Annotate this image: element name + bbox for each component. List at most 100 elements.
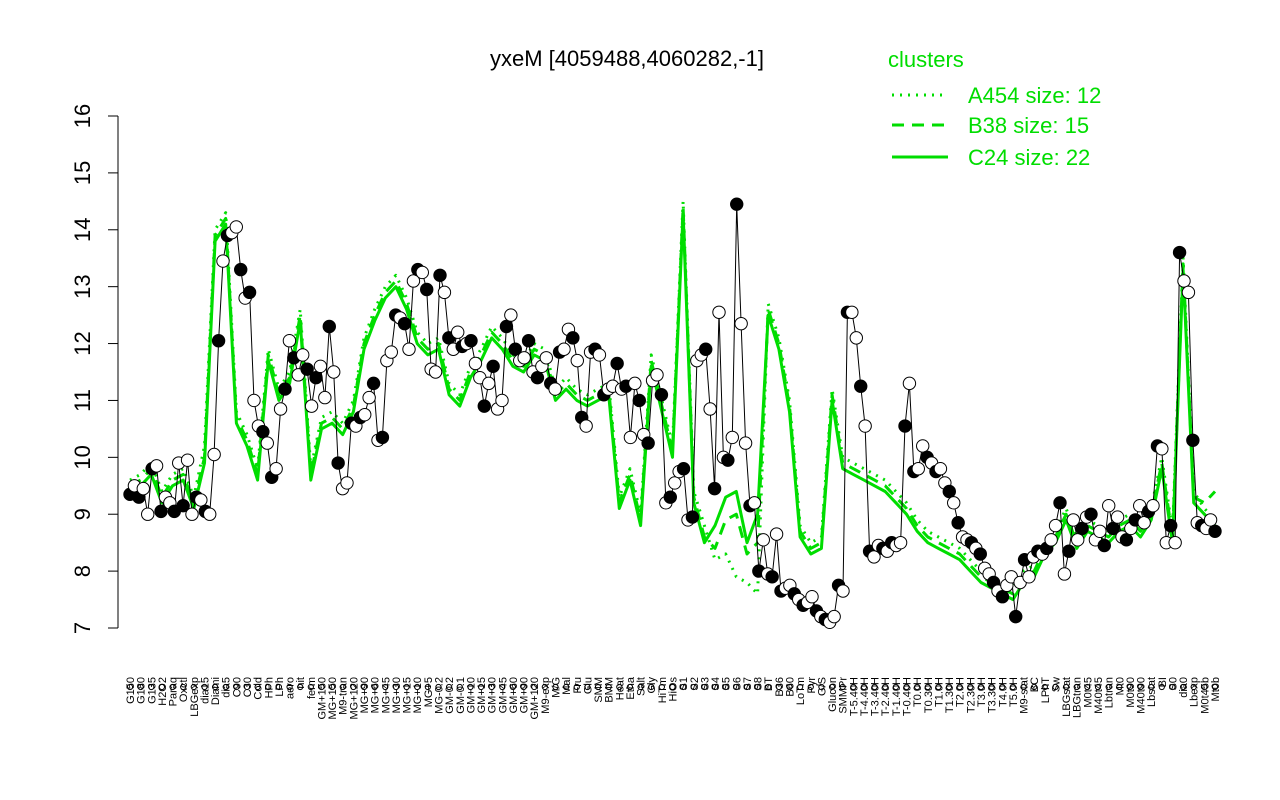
- x-tick-marker: [1062, 683, 1070, 691]
- data-point: [176, 498, 190, 513]
- data-point: [362, 390, 376, 405]
- x-tick-marker: [1201, 683, 1208, 691]
- x-tick-label: S6: [731, 677, 743, 690]
- data-point: [468, 356, 483, 371]
- x-tick-marker: [531, 683, 538, 691]
- x-tick-label: HPh: [263, 677, 275, 698]
- x-tick-label: M9-exp: [540, 677, 552, 714]
- data-point: [1164, 518, 1178, 533]
- x-tick-marker: [552, 683, 559, 691]
- y-tick-label: 14: [70, 218, 95, 242]
- x-tick-label: GM-0.1: [455, 677, 467, 714]
- x-tick-marker: [307, 683, 314, 691]
- x-tick-label: Lbexp: [1189, 677, 1201, 707]
- legend-label-3: C24 size: 22: [968, 145, 1090, 170]
- x-tick-marker: [1169, 683, 1176, 691]
- x-tick-marker: [743, 683, 751, 691]
- x-tick-label: Pyr: [806, 677, 818, 694]
- x-tick-label: MG+150: [327, 677, 339, 720]
- x-tick-marker: [509, 683, 517, 691]
- x-tick-label: Oxctl: [178, 677, 190, 702]
- data-point: [1071, 533, 1085, 547]
- x-tick-marker: [977, 683, 985, 691]
- data-point: [725, 430, 739, 445]
- x-tick-marker: [211, 683, 219, 691]
- data-point: [194, 493, 208, 507]
- legend-label-2: B38 size: 15: [968, 113, 1089, 138]
- data-point: [610, 356, 624, 371]
- x-tick-label: Mal: [561, 677, 573, 695]
- x-tick-marker: [1094, 683, 1102, 691]
- x-tick-marker: [584, 683, 591, 691]
- x-tick-label: MG+120: [348, 677, 360, 720]
- data-point: [318, 390, 332, 405]
- data-point: [451, 325, 465, 339]
- x-tick-marker: [297, 683, 304, 691]
- data-point: [539, 351, 553, 365]
- data-point: [216, 254, 230, 268]
- data-point: [415, 265, 429, 280]
- x-tick-label: T1.30H: [944, 677, 956, 713]
- data-point: [1102, 498, 1116, 513]
- x-tick-label: H2O2: [157, 677, 169, 706]
- data-point: [375, 430, 390, 445]
- data-point: [234, 262, 248, 277]
- x-tick-marker: [180, 683, 187, 691]
- x-tick-label: T0.0H: [912, 677, 924, 707]
- x-tick-label: BT: [763, 677, 775, 691]
- x-tick-marker: [222, 683, 229, 691]
- x-tick-marker: [839, 683, 846, 691]
- data-point: [300, 362, 314, 376]
- data-point: [136, 481, 150, 496]
- x-tick-marker: [126, 683, 134, 691]
- x-tick-marker: [680, 683, 687, 691]
- x-tick-marker: [786, 683, 793, 691]
- x-tick-label: M0t45: [1082, 677, 1094, 708]
- x-tick-marker: [1190, 683, 1197, 691]
- data-point: [769, 527, 784, 541]
- data-point: [1084, 507, 1098, 521]
- x-tick-label: MG+60: [370, 677, 382, 713]
- x-tick-marker: [360, 683, 368, 691]
- x-tick-label: nit: [295, 677, 307, 689]
- data-point: [397, 316, 412, 331]
- x-tick-marker: [658, 683, 665, 691]
- x-tick-label: MG+45: [380, 677, 392, 713]
- x-tick-marker: [1073, 683, 1080, 691]
- data-points: [123, 197, 1222, 630]
- x-tick-label: T-3.40H: [870, 677, 882, 716]
- data-point: [273, 402, 288, 416]
- data-point: [570, 353, 584, 368]
- x-tick-label: LPh: [274, 677, 286, 697]
- data-point: [973, 547, 987, 561]
- x-tick-marker: [158, 683, 166, 691]
- x-tick-label: SMM: [593, 677, 605, 703]
- data-point: [327, 365, 341, 379]
- data-point: [340, 476, 354, 490]
- data-point: [1208, 524, 1222, 538]
- data-point: [566, 331, 580, 345]
- data-point: [641, 436, 655, 450]
- legend-label-1: A454 size: 12: [968, 83, 1101, 108]
- x-tick-marker: [350, 683, 357, 691]
- x-tick-marker: [520, 683, 527, 691]
- x-tick-marker: [860, 683, 868, 691]
- x-tick-label: S1: [678, 677, 690, 690]
- data-point: [282, 334, 297, 348]
- data-point: [1097, 538, 1111, 553]
- data-point: [309, 370, 323, 385]
- x-tick-label: S5: [721, 677, 733, 690]
- chart-title: yxeM [4059488,4060282,-1]: [490, 46, 764, 71]
- x-tick-marker: [499, 683, 506, 691]
- data-point: [482, 376, 496, 391]
- x-tick-marker: [573, 683, 580, 691]
- x-tick-marker: [403, 683, 410, 691]
- x-tick-marker: [967, 683, 974, 691]
- data-point: [893, 535, 908, 550]
- x-tick-label: aero: [285, 677, 297, 699]
- data-point: [827, 609, 841, 624]
- data-point: [756, 533, 770, 547]
- data-point: [548, 382, 562, 396]
- data-point: [420, 282, 434, 297]
